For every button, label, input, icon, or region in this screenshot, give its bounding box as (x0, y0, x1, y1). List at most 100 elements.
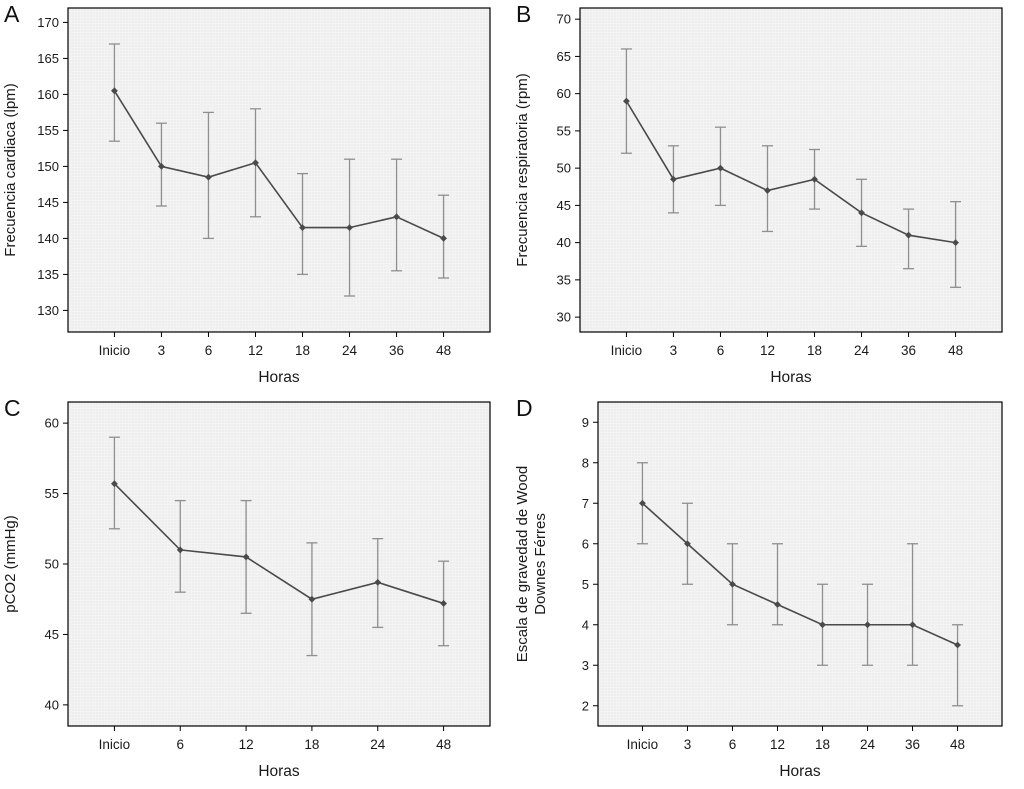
svg-text:48: 48 (436, 343, 451, 358)
x-axis: Inicio 3 6 12 18 24 36 48 (611, 332, 963, 358)
svg-text:36: 36 (901, 343, 916, 358)
x-axis: Inicio 3 6 12 18 24 36 48 (99, 332, 451, 358)
svg-text:40: 40 (557, 235, 571, 250)
svg-text:18: 18 (807, 343, 822, 358)
svg-text:50: 50 (557, 161, 571, 176)
svg-text:36: 36 (905, 737, 920, 752)
panel-c: C 40 45 50 55 60 Inicio 6 12 18 24 48 pCO2 (mmHg) Ho… (0, 394, 512, 788)
plot-border (579, 7, 1003, 333)
svg-text:155: 155 (37, 123, 59, 138)
svg-text:24: 24 (342, 343, 358, 358)
svg-text:60: 60 (557, 86, 571, 101)
y-axis: 130 135 140 145 150 155 160 165 170 (37, 15, 68, 318)
series-markers (639, 499, 961, 649)
svg-text:30: 30 (557, 310, 571, 325)
svg-text:55: 55 (45, 486, 59, 501)
chart-pco2: 40 45 50 55 60 Inicio 6 12 18 24 48 pCO2 (mmHg) Hora… (2, 401, 491, 780)
panel-letter-a: A (4, 1, 20, 27)
svg-text:Inicio: Inicio (99, 737, 131, 752)
svg-text:3: 3 (670, 343, 678, 358)
svg-text:Inicio: Inicio (611, 343, 643, 358)
svg-text:18: 18 (304, 737, 319, 752)
y-axis-label: Frecuencia cardiaca (lpm) (2, 83, 19, 256)
y-axis: 2 3 4 5 6 7 8 9 (582, 415, 598, 713)
x-axis-label: Horas (770, 369, 812, 386)
svg-text:6: 6 (582, 536, 589, 551)
svg-text:60: 60 (45, 416, 59, 431)
svg-text:48: 48 (950, 737, 965, 752)
svg-text:35: 35 (557, 272, 571, 287)
svg-text:2: 2 (582, 698, 589, 713)
series-line (641, 502, 958, 646)
svg-text:18: 18 (815, 737, 830, 752)
series-markers (111, 480, 447, 607)
y-axis: 40 45 50 55 60 (45, 416, 68, 712)
svg-text:8: 8 (582, 455, 589, 470)
svg-text:165: 165 (37, 51, 59, 66)
svg-text:Inicio: Inicio (627, 737, 659, 752)
svg-text:Inicio: Inicio (99, 343, 131, 358)
svg-text:140: 140 (37, 231, 59, 246)
svg-text:55: 55 (557, 123, 571, 138)
panel-b: B 30 35 40 45 50 55 60 65 70 Inicio 3 6 12 18 24 36 48 Fr… (512, 0, 1024, 394)
svg-text:6: 6 (205, 343, 213, 358)
svg-text:5: 5 (582, 577, 589, 592)
panel-letter-c: C (4, 395, 22, 421)
svg-text:160: 160 (37, 87, 59, 102)
x-axis-label: Horas (258, 763, 300, 780)
svg-text:3: 3 (582, 658, 589, 673)
svg-text:3: 3 (684, 737, 692, 752)
y-axis-label: pCO2 (mmHg) (2, 515, 19, 613)
svg-text:150: 150 (37, 159, 59, 174)
x-axis-label: Horas (779, 763, 821, 780)
x-axis: Inicio 6 12 18 24 48 (99, 726, 451, 752)
series-markers (623, 97, 959, 247)
svg-text:9: 9 (582, 415, 589, 430)
svg-text:24: 24 (370, 737, 386, 752)
svg-text:48: 48 (948, 343, 963, 358)
svg-text:6: 6 (176, 737, 184, 752)
svg-text:6: 6 (717, 343, 725, 358)
svg-text:12: 12 (760, 343, 775, 358)
svg-text:45: 45 (557, 198, 571, 213)
svg-text:45: 45 (45, 627, 59, 642)
svg-text:7: 7 (582, 496, 589, 511)
series-line (113, 483, 444, 605)
plot-border (67, 7, 491, 333)
svg-text:4: 4 (582, 617, 589, 632)
svg-text:6: 6 (729, 737, 737, 752)
panel-letter-d: D (516, 395, 534, 421)
svg-text:36: 36 (389, 343, 404, 358)
plot-border (67, 401, 491, 727)
panel-d: D 2 3 4 5 6 7 8 9 Inicio 3 6 12 18 24 36 48 Escala de gr… (512, 394, 1024, 788)
svg-text:18: 18 (295, 343, 310, 358)
chart-heart-rate: 130 135 140 145 150 155 160 165 170 Inicio 3 6 12 18 2… (2, 7, 491, 386)
svg-text:65: 65 (557, 49, 571, 64)
svg-text:24: 24 (860, 737, 876, 752)
svg-text:40: 40 (45, 697, 59, 712)
svg-text:24: 24 (854, 343, 870, 358)
panel-a: A 130 135 140 145 150 155 160 165 170 Inicio 3 6 12 1… (0, 0, 512, 394)
svg-text:135: 135 (37, 267, 59, 282)
svg-text:170: 170 (37, 15, 59, 30)
plot-border (597, 401, 1003, 727)
svg-text:130: 130 (37, 303, 59, 318)
svg-text:145: 145 (37, 195, 59, 210)
y-axis-label: Frecuencia respiratoria (rpm) (514, 73, 531, 266)
svg-text:48: 48 (436, 737, 451, 752)
svg-text:12: 12 (239, 737, 254, 752)
series-markers (111, 87, 447, 242)
series-line (113, 90, 444, 240)
series-line (625, 100, 956, 244)
svg-text:12: 12 (248, 343, 263, 358)
y-axis-label: Escala de gravedad de Wood (514, 466, 531, 663)
y-axis: 30 35 40 45 50 55 60 65 70 (557, 12, 580, 325)
x-axis: Inicio 3 6 12 18 24 36 48 (627, 726, 965, 752)
svg-text:70: 70 (557, 12, 571, 27)
panel-letter-b: B (516, 1, 532, 27)
svg-text:12: 12 (770, 737, 785, 752)
y-axis-label: Downes Férres (532, 513, 549, 615)
